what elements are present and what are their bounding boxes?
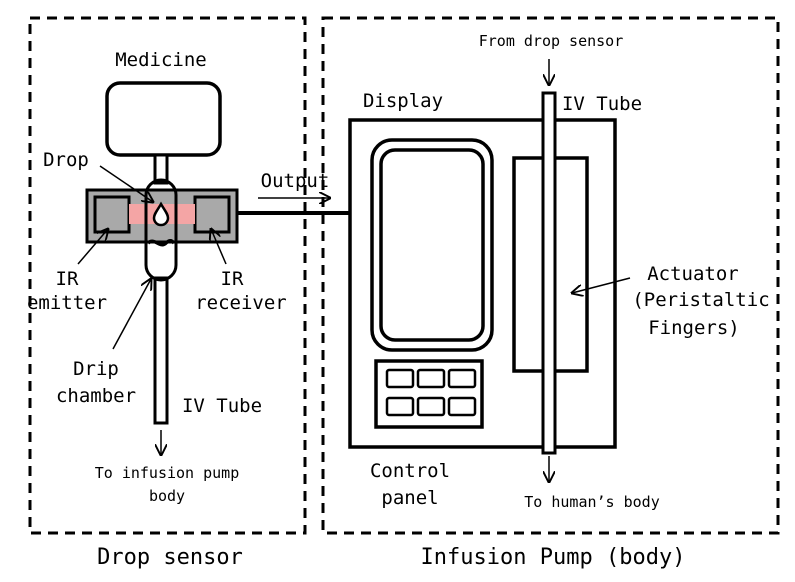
pump-body: [348, 118, 617, 449]
infusion-pump-boundary: [321, 16, 780, 535]
display-outer: [370, 138, 494, 352]
iv-tube-upper: [153, 153, 169, 185]
ir-emitter-pointer-arrow: [77, 229, 108, 265]
ir-emitter-label-line2: emitter: [27, 292, 107, 314]
pump-iv-tube: [541, 91, 557, 455]
display-label: Display: [363, 90, 443, 112]
control-button: [416, 368, 446, 389]
control-button: [447, 368, 477, 389]
control-panel-label-line2: panel: [381, 487, 438, 509]
medicine-bag: [105, 81, 222, 157]
control-panel: [374, 359, 484, 429]
output-label: Output: [261, 170, 330, 192]
ir-receiver: [193, 195, 231, 234]
drop-icon: [152, 201, 170, 227]
control-button: [416, 396, 446, 417]
ir-emitter: [93, 195, 131, 234]
drop-sensor-boundary: [28, 16, 307, 535]
pump-iv-tube-label: IV Tube: [562, 93, 642, 115]
display-inner: [379, 148, 485, 342]
drip-chamber-fluid-level: [146, 238, 176, 247]
drop-label: Drop: [43, 149, 89, 171]
drip-chamber-pointer-arrow: [112, 279, 151, 350]
drip-chamber: [144, 178, 178, 282]
control-button: [447, 396, 477, 417]
drop-pointer-arrow: [99, 165, 153, 202]
ir-receiver-label-line1: IR: [221, 268, 244, 290]
drop-sensor-title: Drop sensor: [97, 545, 243, 570]
sensor-iv-tube-label: IV Tube: [182, 395, 262, 417]
infusion-pump-title: Infusion Pump (body): [421, 545, 686, 570]
control-button: [385, 396, 415, 417]
actuator-label-line2: (Peristaltic: [632, 289, 769, 311]
ir-receiver-label-line2: receiver: [195, 292, 287, 314]
to-pump-label-line1: To infusion pump: [95, 464, 240, 482]
iv-tube-lower: [153, 276, 169, 425]
medicine-label: Medicine: [115, 49, 207, 71]
drip-chamber-label-line1: Drip: [73, 358, 119, 380]
actuator-label-line1: Actuator: [647, 263, 739, 285]
drip-chamber-label-line2: chamber: [56, 385, 136, 407]
to-pump-label-line2: body: [149, 487, 185, 505]
actuator-label-line3: Fingers): [648, 317, 740, 339]
ir-receiver-pointer-arrow: [211, 229, 227, 265]
actuator-pointer-arrow: [572, 277, 631, 293]
control-panel-label-line1: Control: [370, 460, 450, 482]
to-human-label: To human’s body: [524, 493, 659, 511]
control-panel-buttons: [385, 368, 477, 417]
control-button: [385, 368, 415, 389]
from-sensor-label: From drop sensor: [479, 32, 624, 50]
ir-emitter-label-line1: IR: [56, 268, 79, 290]
